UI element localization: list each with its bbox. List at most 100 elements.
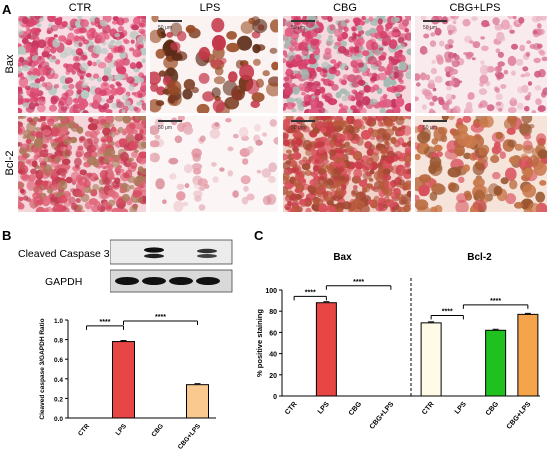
cell [19,196,24,201]
cell [49,196,56,203]
cell [356,25,363,32]
cell [19,147,27,156]
cell [108,156,116,163]
cell [33,88,40,94]
cell [50,46,57,54]
western-blot [110,239,233,293]
cell [522,145,535,154]
cell [473,189,485,203]
cell [531,110,537,113]
cell [309,98,318,107]
cell [383,78,392,88]
scale-bar [423,20,447,22]
cell [495,131,504,140]
cell [36,55,45,66]
cell [118,138,128,146]
cell [503,69,509,75]
cell [209,128,221,139]
cell [397,206,407,212]
cell [517,86,524,94]
cell [378,197,385,203]
cell [213,76,226,85]
cell [383,128,395,137]
cell [77,190,85,197]
cell [397,137,405,146]
cell [228,71,238,83]
cell [262,195,272,206]
cell [246,79,260,95]
micrograph-tile-6: 50 μm [150,116,278,212]
cell [438,99,445,106]
micrograph-tile-3: 50 μm [283,16,411,113]
cell [59,116,68,122]
cell [131,151,138,158]
cell [253,58,261,66]
cell [137,93,143,99]
cell [395,97,405,108]
cell [481,45,489,52]
cell [500,84,507,89]
cell [312,127,320,134]
cell [116,17,125,26]
cell [430,67,437,75]
cell [42,129,52,136]
cell [372,84,380,91]
cell [51,180,57,185]
cell [130,116,135,121]
cell [114,177,121,185]
cell [81,82,89,89]
cell [407,168,411,174]
cell [420,128,431,141]
significance-label: **** [442,308,453,315]
cell [132,190,142,197]
cell [396,175,403,181]
cell [167,80,182,96]
cell [377,18,383,25]
y-tick-label: 80 [269,309,277,316]
cell [371,72,378,78]
cell [138,151,146,159]
cell [128,83,135,92]
cell [117,44,126,54]
cell [63,138,72,146]
cell [328,35,333,39]
cell [385,199,391,203]
cell [509,29,515,34]
group-title-bax: Bax [333,252,352,263]
x-tick-label-4: CBG+LPS [177,422,203,451]
cell [294,98,299,102]
cell [38,98,46,106]
cell [192,153,201,162]
cell [269,47,278,54]
cell [433,127,447,142]
cell [429,108,434,113]
cell [131,24,140,31]
cell [299,87,306,92]
cell [362,50,370,57]
cell [94,87,103,95]
cell [381,51,387,58]
x-tick-label-8: CBG+LPS [506,401,533,431]
cell [111,207,121,212]
cell [507,16,514,20]
cell [304,169,312,176]
cell [496,65,502,71]
cell [480,60,485,65]
cell [514,143,524,151]
cell [385,155,395,164]
significance-label: **** [305,289,316,296]
cell [351,189,359,196]
cell [184,183,190,189]
cell [241,196,249,205]
cell [183,164,193,174]
cell [191,163,203,171]
cell [37,118,43,123]
cell [150,29,162,43]
cell [526,40,532,45]
bar-5 [420,322,442,397]
cell [127,130,134,135]
cell [136,196,144,203]
cell [126,76,135,84]
cell [479,74,489,84]
cell [444,100,451,106]
